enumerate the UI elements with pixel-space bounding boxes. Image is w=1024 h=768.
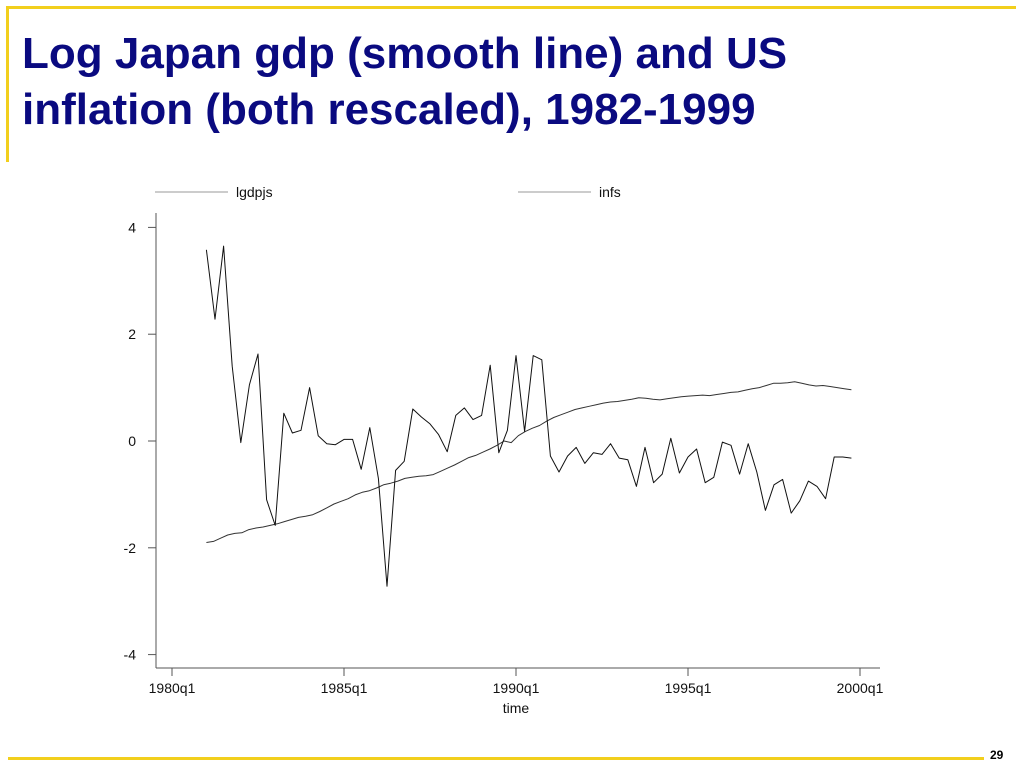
x-tick-label: 1985q1 [321, 680, 368, 696]
y-tick-label: -2 [124, 540, 137, 556]
line-chart: 4 2 0 -2 -4 1980q1 1985q1 1990q1 1995q1 2000q1 tim… [124, 184, 884, 716]
y-tick-label: 4 [128, 219, 136, 235]
series-line-infs [205, 245, 852, 587]
series-line-lgdpjs [206, 381, 852, 543]
legend-label: lgdpjs [236, 184, 273, 200]
x-tick-label: 1980q1 [149, 680, 196, 696]
x-tick-label: 1990q1 [493, 680, 540, 696]
y-tick-label: 0 [128, 433, 136, 449]
y-tick-label: -4 [124, 647, 137, 663]
slide-title-line-1: Log Japan gdp (smooth line) and US [22, 29, 788, 78]
slide-left-rule [6, 6, 9, 162]
slide-bottom-rule [8, 757, 984, 760]
x-tick-label: 2000q1 [837, 680, 884, 696]
slide-title-line-2: inflation (both rescaled), 1982-1999 [22, 85, 756, 134]
slide-title: Log Japan gdp (smooth line) and US infla… [22, 26, 982, 138]
slide-top-rule [8, 6, 1016, 9]
x-axis-title: time [503, 700, 530, 716]
legend-label: infs [599, 184, 621, 200]
y-tick-label: 2 [128, 326, 136, 342]
x-tick-label: 1995q1 [665, 680, 712, 696]
page-number: 29 [990, 748, 1004, 762]
